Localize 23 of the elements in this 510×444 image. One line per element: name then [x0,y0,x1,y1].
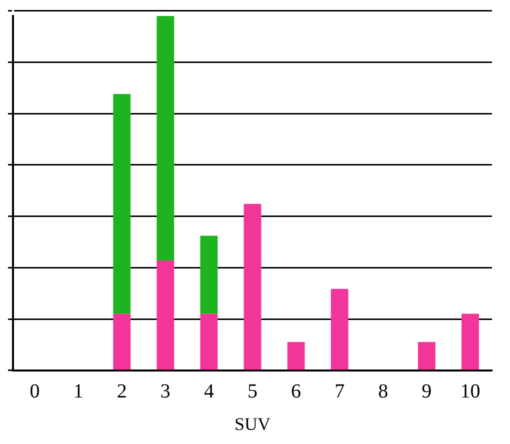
x-tick-label: 8 [378,380,388,403]
bar [200,236,218,314]
bar [156,16,174,261]
x-tick-label: 9 [422,380,432,403]
x-tick-label: 2 [116,380,127,403]
x-tick-label: 1 [73,380,84,403]
x-tick-label: 10 [460,380,480,403]
x-tick-label: 4 [204,380,214,403]
bar [113,314,131,370]
x-tick-label: 0 [30,380,40,403]
bar [287,342,305,370]
x-tick-label: 5 [248,380,258,403]
x-tick-label: 3 [160,380,170,403]
bar [113,94,131,314]
bar [330,288,348,370]
bar [200,314,218,370]
bar [156,260,174,370]
bar [244,204,262,370]
x-axis-title: SUV [234,414,271,434]
x-tick-label: 7 [334,380,345,403]
bar [462,314,479,370]
x-tick-label: 6 [291,380,302,403]
bar [418,342,436,370]
